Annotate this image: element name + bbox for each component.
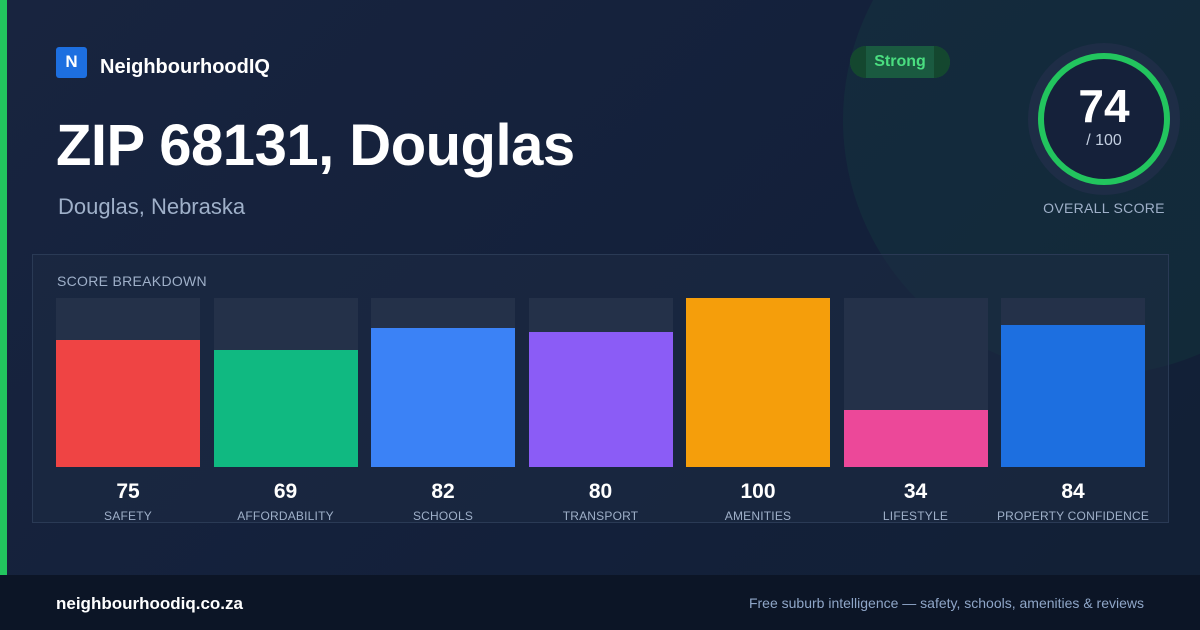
bar-fill [213,350,358,467]
accent-bar [0,0,7,575]
bar-track [528,298,673,467]
bar-value: 34 [903,480,928,503]
bar-fill [56,340,200,467]
score-bar-safety: 75 SAFETY [56,298,200,523]
bar-value: 100 [740,480,776,503]
bar-label: LIFESTYLE [882,509,949,523]
score-bar-transport: 80 TRANSPORT [528,298,673,523]
score-breakdown-title: SCORE BREAKDOWN [57,273,207,289]
brand[interactable]: N NeighbourhoodIQ [56,46,270,78]
bar-fill [371,328,515,467]
score-bar-lifestyle: 34 LIFESTYLE [843,298,988,523]
bar-track [56,298,200,467]
score-bar-schools: 82 SCHOOLS [371,298,515,523]
bar-fill [1001,325,1145,467]
bar-label: PROPERTY CONFIDENCE [996,509,1150,523]
rating-badge: Strong [850,46,950,78]
bar-label: TRANSPORT [562,509,639,523]
bar-fill [843,410,988,467]
location-subtitle: Douglas, Nebraska [58,194,246,219]
bar-fill [528,332,673,467]
score-breakdown-panel: SCORE BREAKDOWN 75 SAFETY 69 AFFORDABILITY 8… [32,254,1169,523]
bar-label: SCHOOLS [412,509,474,523]
brand-logo-icon: N [56,46,87,78]
bar-track [371,298,515,467]
overall-score-max: / 100 [1086,132,1122,149]
bar-value: 75 [116,480,140,503]
footer-site-link[interactable]: neighbourhoodiq.co.za [56,594,243,613]
bar-track [1001,298,1145,467]
bar-value: 69 [273,480,298,503]
bar-label: AFFORDABILITY [237,509,334,523]
score-bar-amenities: 100 AMENITIES [686,298,830,523]
bar-label: SAFETY [104,509,152,523]
footer-tagline: Free suburb intelligence — safety, schoo… [748,595,1144,611]
bar-fill [686,298,830,467]
brand-name: NeighbourhoodIQ [100,55,270,78]
bar-value: 82 [431,480,455,503]
bar-value: 80 [588,480,613,503]
bar-track [843,298,988,467]
footer: neighbourhoodiq.co.za Free suburb intell… [0,575,1200,630]
bar-track [686,298,830,467]
overall-score-caption: OVERALL SCORE [1043,200,1165,216]
bar-value: 84 [1061,480,1085,503]
score-bar-affordability: 69 AFFORDABILITY [213,298,358,523]
score-bar-property-confidence: 84 PROPERTY CONFIDENCE [997,298,1149,523]
overall-score-value: 74 [1078,80,1130,132]
page-title: ZIP 68131, Douglas [56,113,575,178]
overall-score-ring: 74 [1028,43,1180,195]
bar-track [213,298,358,467]
score-ring-progress [1038,53,1170,185]
rating-badge-label: Strong [874,53,926,70]
bar-label: AMENITIES [724,509,792,523]
